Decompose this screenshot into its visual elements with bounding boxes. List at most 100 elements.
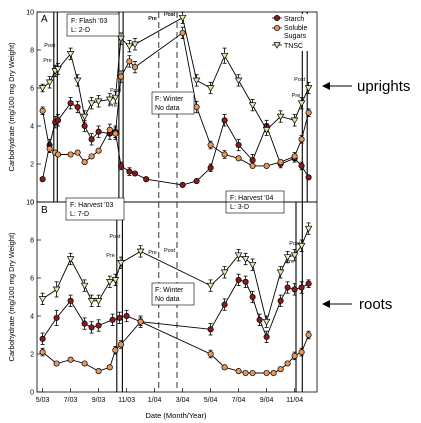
data-point-soluble-sugars: [305, 109, 312, 116]
event-label: Pre: [148, 16, 157, 22]
annotation-box: [65, 197, 125, 221]
panel-b-label: B: [41, 205, 48, 216]
y-tick-label: 4: [30, 124, 34, 131]
legend-entry-soluble-line2: Sugars: [284, 33, 307, 40]
data-point-tnsc: [111, 94, 120, 102]
data-point-tnsc: [66, 256, 75, 263]
annotation-line: F: Winter: [155, 287, 184, 294]
roots-arrow-icon: [322, 300, 330, 308]
panel-b-plot: [38, 222, 313, 377]
data-point-soluble-sugars: [235, 155, 242, 162]
data-point-soluble-sugars: [39, 349, 46, 356]
x-tick-label: 5/03: [36, 397, 50, 404]
data-point-soluble-sugars: [235, 368, 242, 375]
data-point-soluble-sugars: [193, 103, 200, 111]
data-point-tnsc: [220, 269, 229, 277]
data-point-tnsc: [73, 77, 82, 85]
data-point-starch: [256, 316, 263, 323]
data-point-tnsc: [38, 296, 47, 303]
data-point-tnsc: [136, 248, 145, 256]
data-point-tnsc: [297, 100, 306, 108]
legend-entry-soluble-line1: Soluble: [284, 25, 307, 32]
data-point-soluble-sugars: [263, 369, 270, 377]
data-point-starch: [67, 297, 74, 304]
data-point-tnsc: [117, 35, 125, 43]
x-tick-label: 7/03: [64, 397, 78, 404]
data-point-soluble-sugars: [95, 368, 102, 375]
data-point-soluble-sugars: [291, 352, 298, 359]
legend-marker: [273, 14, 281, 22]
event-label: Post: [294, 77, 305, 83]
x-tick-label: 3/04: [176, 397, 190, 404]
data-point-starch: [54, 117, 62, 124]
data-point-tnsc: [94, 98, 103, 106]
data-point-soluble-sugars: [39, 107, 46, 114]
panel-b-y-axis-label: Carbohydrate (mg/100 mg Dry Weight): [7, 232, 16, 362]
y-tick-label: 0: [30, 390, 34, 397]
event-label: Pre: [108, 103, 117, 109]
data-point-tnsc: [111, 277, 120, 284]
data-point-starch: [249, 293, 256, 301]
data-point-soluble-sugars: [54, 151, 62, 158]
annotation-line: L: 2-D: [71, 27, 90, 34]
event-label: Post: [109, 234, 120, 240]
data-point-soluble-sugars: [249, 369, 256, 377]
data-point-starch: [277, 297, 284, 304]
annotation-line: F: Winter: [155, 96, 184, 103]
data-point-tnsc: [262, 127, 271, 134]
event-label: Post: [164, 12, 175, 18]
data-point-soluble-sugars: [277, 159, 284, 166]
data-point-soluble-sugars: [67, 356, 74, 363]
panel-b-event-lines: Pre Post Pre Post Pre Post: [106, 202, 303, 392]
event-label: Pre: [43, 58, 52, 64]
uprights-label: uprights: [357, 78, 410, 95]
data-point-soluble-sugars: [112, 347, 119, 354]
annotation-line: F: Harvest '03: [70, 202, 113, 209]
panel-b-x-ticks: 5/03 7/03 9/03 11/03 1/04 3/04 5/04 7/04 9/04 11/…: [36, 388, 303, 404]
data-point-tnsc: [206, 282, 215, 290]
event-label: Post: [289, 241, 300, 247]
data-point-starch: [242, 278, 249, 285]
data-point-tnsc: [80, 113, 89, 121]
data-point-tnsc: [283, 254, 292, 262]
data-point-soluble-sugars: [126, 58, 133, 65]
panel-b: B Pre Post Pre Post Pre Post 0 2 4 6 8 10 5/03 7/03…: [7, 197, 392, 420]
panel-a-annotation-flash: F: Flash '03 L: 2-D: [66, 13, 120, 37]
annotation-box: [151, 282, 195, 306]
data-point-soluble-sugars: [117, 73, 125, 80]
data-point-tnsc: [87, 298, 96, 305]
data-point-starch: [74, 103, 81, 111]
legend-entry-tnsc: TNSC: [284, 43, 303, 50]
y-tick-label: 6: [30, 86, 34, 93]
data-point-starch: [126, 168, 133, 175]
x-tick-label: 11/04: [286, 397, 303, 404]
y-tick-label: 2: [30, 352, 34, 359]
data-point-tnsc: [45, 79, 54, 87]
y-tick-label: 0: [30, 200, 34, 207]
data-point-tnsc: [66, 51, 75, 58]
data-point-tnsc: [276, 113, 285, 121]
data-point-tnsc: [304, 225, 313, 233]
data-point-soluble-sugars: [95, 147, 102, 154]
legend-marker: [273, 24, 281, 32]
data-point-tnsc: [87, 100, 96, 108]
annotation-line: No data: [155, 105, 180, 112]
data-point-soluble-sugars: [74, 149, 81, 156]
data-point-soluble-sugars: [263, 162, 270, 169]
data-point-starch: [263, 333, 270, 340]
roots-label: roots: [359, 296, 392, 313]
panel-a-annotation-winter: F: Winter No data: [151, 91, 195, 115]
data-point-tnsc: [248, 261, 257, 269]
panel-a-label: A: [41, 14, 48, 25]
data-point-tnsc: [220, 52, 229, 60]
data-point-starch: [305, 280, 312, 287]
data-point-soluble-sugars: [291, 153, 298, 160]
event-label: Pre: [106, 253, 115, 259]
legend: Starch Soluble Sugars TNSC: [270, 14, 316, 51]
data-point-starch: [221, 117, 228, 124]
data-point-starch: [39, 176, 46, 183]
data-point-tnsc: [304, 85, 313, 92]
data-point-soluble-sugars: [242, 369, 249, 377]
